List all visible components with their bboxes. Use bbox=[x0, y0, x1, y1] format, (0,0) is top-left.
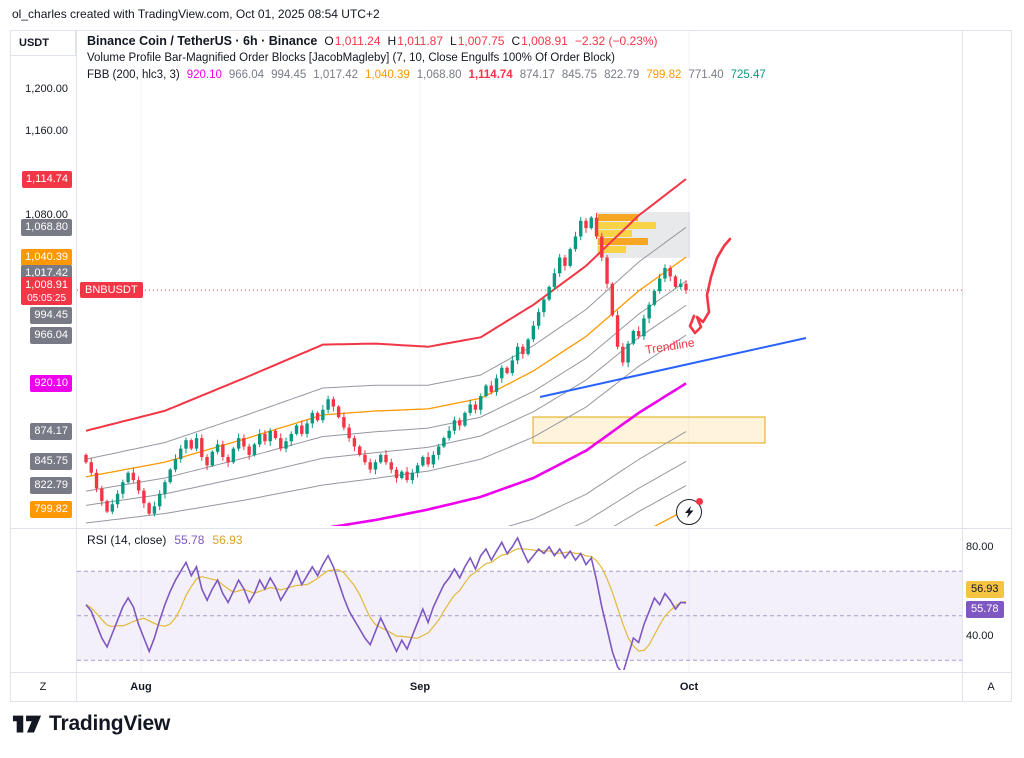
notification-dot bbox=[696, 498, 703, 505]
time-label-aug: Aug bbox=[130, 681, 152, 693]
symbol-title: Binance Coin / TetherUS · 6h · Binance bbox=[87, 34, 318, 48]
fbb-band-line bbox=[329, 382, 687, 526]
ohlc-values: O1,011.24 H1,011.87 L1,007.75 C1,008.91 bbox=[324, 34, 568, 48]
price-scale-currency[interactable]: USDT bbox=[10, 30, 76, 56]
fbb-band-line bbox=[85, 178, 687, 432]
fbb-title: FBB (200, hlc3, 3) bbox=[87, 69, 180, 81]
fbb-band-line bbox=[85, 256, 687, 478]
projection-drawing[interactable] bbox=[688, 237, 732, 335]
order-block-zone bbox=[532, 416, 766, 444]
rsi-plot bbox=[85, 536, 687, 670]
fbb-band-line bbox=[507, 431, 687, 526]
legend: Binance Coin / TetherUS · 6h · Binance O1… bbox=[87, 33, 766, 84]
time-label-z: Z bbox=[39, 681, 47, 693]
lightning-button[interactable] bbox=[676, 498, 703, 525]
rsi-line bbox=[85, 536, 687, 670]
fbb-bands bbox=[85, 178, 687, 526]
rsi-title: RSI (14, close) bbox=[87, 533, 167, 547]
symbol-price-flag: BNBUSDT bbox=[80, 282, 143, 298]
lightning-icon bbox=[684, 506, 693, 518]
indicator-title: Volume Profile Bar-Magnified Order Block… bbox=[87, 52, 615, 64]
fbb-band-line bbox=[85, 334, 687, 524]
fbb-values: 920.10 966.04 994.45 1,017.42 1,040.39 1,068.… bbox=[186, 69, 766, 81]
candles bbox=[84, 212, 688, 517]
legend-symbol-row[interactable]: Binance Coin / TetherUS · 6h · Binance O1… bbox=[87, 33, 766, 50]
fbb-band-line bbox=[85, 226, 687, 460]
time-label-a: A bbox=[987, 681, 995, 693]
tradingview-logo[interactable]: TradingView bbox=[12, 710, 170, 738]
tradingview-wordmark: TradingView bbox=[49, 712, 171, 735]
fbb-band-line bbox=[85, 280, 687, 492]
legend-indicator-row[interactable]: Volume Profile Bar-Magnified Order Block… bbox=[87, 50, 766, 67]
trendline-label: Trendline bbox=[644, 335, 695, 357]
time-scale[interactable]: Z Aug Sep Oct A bbox=[0, 674, 1024, 700]
change-value: −2.32 (−0.23%) bbox=[574, 34, 658, 48]
fbb-band-line bbox=[574, 460, 687, 526]
credit-line: ol_charles created with TradingView.com,… bbox=[12, 7, 380, 21]
legend-fbb-row[interactable]: FBB (200, hlc3, 3) 920.10 966.04 994.45 1,01… bbox=[87, 67, 766, 84]
time-label-oct: Oct bbox=[679, 681, 699, 693]
time-label-sep: Sep bbox=[409, 681, 431, 693]
rsi-ma-value: 56.93 bbox=[212, 533, 243, 547]
trendline-drawing[interactable] bbox=[539, 337, 807, 398]
tradingview-glyph-icon bbox=[12, 715, 42, 733]
rsi-value: 55.78 bbox=[174, 533, 205, 547]
legend-rsi-row[interactable]: RSI (14, close) 55.78 56.93 bbox=[87, 533, 242, 547]
currency-label: USDT bbox=[19, 36, 49, 49]
